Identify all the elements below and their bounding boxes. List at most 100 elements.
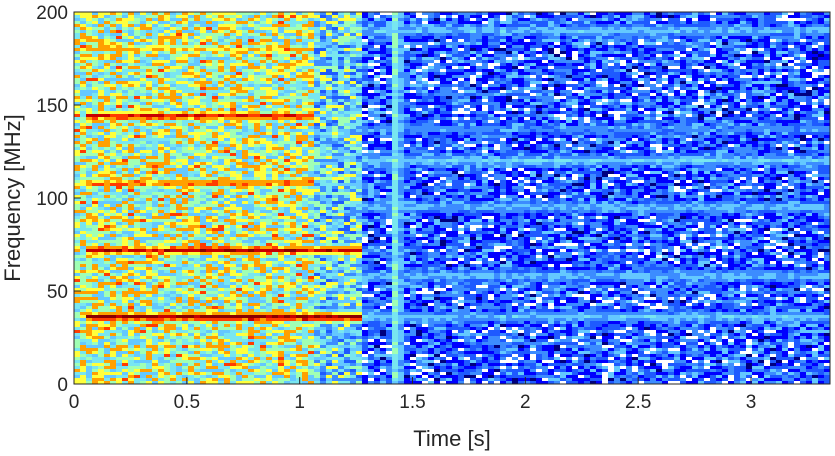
heatmap-cell <box>140 90 146 93</box>
heatmap-cell <box>812 90 818 93</box>
heatmap-cell <box>416 48 422 51</box>
heatmap-cell <box>170 93 176 96</box>
heatmap-cell <box>398 21 404 24</box>
heatmap-cell <box>380 156 404 159</box>
heatmap-cell <box>482 141 488 144</box>
heatmap-cell <box>560 144 566 147</box>
heatmap-cell <box>146 51 152 54</box>
heatmap-cell <box>524 78 536 81</box>
heatmap-cell <box>386 33 392 36</box>
heatmap-cell <box>332 87 344 90</box>
heatmap-cell <box>470 165 476 168</box>
heatmap-cell <box>650 78 656 81</box>
heatmap-cell <box>710 39 716 42</box>
heatmap-cell <box>200 87 206 90</box>
heatmap-cell <box>662 99 668 102</box>
heatmap-cell <box>710 57 728 60</box>
heatmap-cell <box>542 39 560 42</box>
heatmap-cell <box>656 39 668 42</box>
heatmap-cell <box>302 78 314 81</box>
heatmap-cell <box>380 129 386 132</box>
heatmap-cell <box>128 117 146 120</box>
heatmap-cell <box>626 138 632 141</box>
heatmap-cell <box>662 138 668 141</box>
heatmap-cell <box>446 36 452 39</box>
heatmap-cell <box>818 156 824 159</box>
heatmap-cell <box>506 141 512 144</box>
heatmap-cell <box>266 18 272 21</box>
heatmap-cell <box>464 132 476 135</box>
heatmap-cell <box>758 153 764 156</box>
heatmap-cell <box>230 96 236 99</box>
heatmap-cell <box>536 141 554 144</box>
heatmap-cell <box>818 36 824 39</box>
heatmap-cell <box>476 24 482 27</box>
heatmap-cell <box>206 126 218 129</box>
heatmap-cell <box>560 156 608 159</box>
heatmap-cell <box>188 21 206 24</box>
heatmap-cell <box>536 24 548 27</box>
heatmap-cell <box>746 93 752 96</box>
heatmap-cell <box>746 156 752 159</box>
heatmap-cell <box>794 42 800 45</box>
heatmap-cell <box>554 102 560 105</box>
heatmap-cell <box>284 66 290 69</box>
heatmap-cell <box>398 123 404 126</box>
heatmap-cell <box>212 72 224 75</box>
heatmap-cell <box>368 24 374 27</box>
heatmap-cell <box>764 12 770 15</box>
heatmap-cell <box>428 87 434 90</box>
heatmap-cell <box>242 105 248 108</box>
heatmap-cell <box>278 42 284 45</box>
heatmap-cell <box>584 84 590 87</box>
heatmap-cell <box>488 141 494 144</box>
heatmap-cell <box>812 105 818 108</box>
heatmap-cell <box>470 114 476 117</box>
heatmap-cell <box>176 117 188 120</box>
heatmap-cell <box>530 21 548 24</box>
heatmap-cell <box>518 51 524 54</box>
heatmap-cell <box>686 63 692 66</box>
heatmap-cell <box>812 72 830 75</box>
heatmap-cell <box>482 150 488 153</box>
heatmap-cell <box>818 30 830 33</box>
heatmap-cell <box>644 45 686 48</box>
heatmap-cell <box>218 120 224 123</box>
heatmap-cell <box>578 51 584 54</box>
heatmap-cell <box>74 63 80 66</box>
heatmap-cell <box>254 150 260 153</box>
heatmap-cell <box>638 48 644 51</box>
heatmap-cell <box>680 162 692 165</box>
heatmap-cell <box>524 30 530 33</box>
heatmap-cell <box>92 87 98 90</box>
heatmap-cell <box>746 90 752 93</box>
heatmap-cell <box>434 33 446 36</box>
heatmap-cell <box>218 27 230 30</box>
heatmap-cell <box>476 138 482 141</box>
heatmap-cell <box>350 12 356 15</box>
heatmap-cell <box>632 102 638 105</box>
heatmap-cell <box>272 105 284 108</box>
heatmap-cell <box>608 66 620 69</box>
heatmap-cell <box>698 45 704 48</box>
heatmap-cell <box>662 117 674 120</box>
heatmap-cell <box>98 75 104 78</box>
heatmap-cell <box>182 93 188 96</box>
heatmap-cell <box>152 102 158 105</box>
heatmap-cell <box>674 96 680 99</box>
heatmap-cell <box>404 81 410 84</box>
heatmap-cell <box>272 18 278 21</box>
heatmap-cell <box>494 141 500 144</box>
heatmap-cell <box>296 108 302 111</box>
heatmap-cell <box>134 84 140 87</box>
heatmap-cell <box>632 78 638 81</box>
heatmap-cell <box>422 45 428 48</box>
heatmap-cell <box>776 69 782 72</box>
heatmap-cell <box>224 87 230 90</box>
heatmap-cell <box>254 72 260 75</box>
heatmap-cell <box>680 30 686 33</box>
heatmap-cell <box>398 78 404 81</box>
heatmap-cell <box>278 120 284 123</box>
heatmap-cell <box>326 75 332 78</box>
heatmap-cell <box>728 102 734 105</box>
